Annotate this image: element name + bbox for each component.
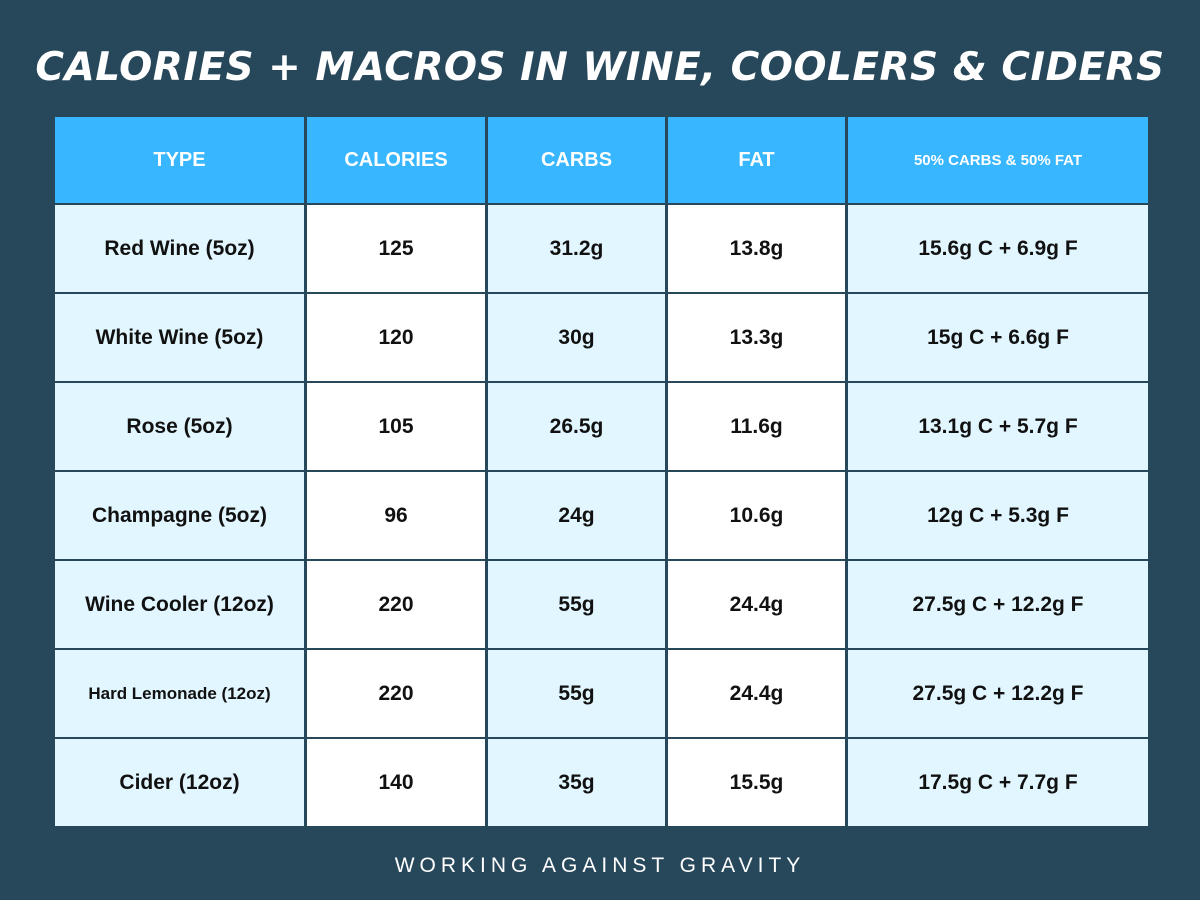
split-cell: 13.1g C + 5.7g F: [848, 383, 1148, 470]
fat-cell: 11.6g: [668, 383, 845, 470]
calories-cell: 105: [307, 383, 485, 470]
header-cell-carbs: CARBS: [488, 117, 665, 203]
carbs-cell: 31.2g: [488, 205, 665, 292]
calories-cell: 96: [307, 472, 485, 559]
calories-cell: 120: [307, 294, 485, 381]
macros-table: TYPE CALORIES CARBS FAT 50% CARBS & 50% …: [55, 117, 1148, 829]
calories-cell: 220: [307, 650, 485, 737]
split-cell: 27.5g C + 12.2g F: [848, 561, 1148, 648]
header-cell-fat: FAT: [668, 117, 845, 203]
calories-cell: 140: [307, 739, 485, 826]
calories-cell: 220: [307, 561, 485, 648]
carbs-cell: 55g: [488, 561, 665, 648]
header-cell-split: 50% CARBS & 50% FAT: [848, 117, 1148, 203]
fat-cell: 10.6g: [668, 472, 845, 559]
split-cell: 27.5g C + 12.2g F: [848, 650, 1148, 737]
carbs-cell: 35g: [488, 739, 665, 826]
split-cell: 12g C + 5.3g F: [848, 472, 1148, 559]
carbs-cell: 55g: [488, 650, 665, 737]
type-cell: White Wine (5oz): [55, 294, 304, 381]
fat-cell: 15.5g: [668, 739, 845, 826]
brand-footer: WORKING AGAINST GRAVITY: [394, 854, 806, 877]
type-cell: Wine Cooler (12oz): [55, 561, 304, 648]
type-cell: Red Wine (5oz): [55, 205, 304, 292]
carbs-cell: 24g: [488, 472, 665, 559]
split-cell: 17.5g C + 7.7g F: [848, 739, 1148, 826]
fat-cell: 13.8g: [668, 205, 845, 292]
type-cell: Cider (12oz): [55, 739, 304, 826]
calories-cell: 125: [307, 205, 485, 292]
page-title: CALORIES + MACROS IN WINE, COOLERS & CID…: [35, 45, 1165, 90]
split-cell: 15.6g C + 6.9g F: [848, 205, 1148, 292]
split-cell: 15g C + 6.6g F: [848, 294, 1148, 381]
carbs-cell: 30g: [488, 294, 665, 381]
header-cell-type: TYPE: [55, 117, 304, 203]
type-cell: Rose (5oz): [55, 383, 304, 470]
fat-cell: 13.3g: [668, 294, 845, 381]
carbs-cell: 26.5g: [488, 383, 665, 470]
type-cell: Hard Lemonade (12oz): [55, 650, 304, 737]
header-cell-calories: CALORIES: [307, 117, 485, 203]
fat-cell: 24.4g: [668, 650, 845, 737]
fat-cell: 24.4g: [668, 561, 845, 648]
type-cell: Champagne (5oz): [55, 472, 304, 559]
